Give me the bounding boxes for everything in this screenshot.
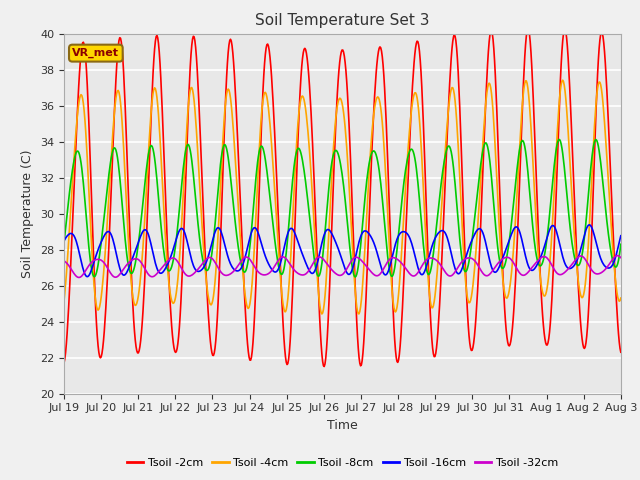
Line: Tsoil -4cm: Tsoil -4cm [64,80,621,314]
Tsoil -4cm [411,90,419,96]
Line: Tsoil -32cm: Tsoil -32cm [64,256,621,277]
Tsoil -4cm [184,108,192,114]
Tsoil -16cm [128,256,136,262]
Tsoil -8cm [184,142,192,147]
Tsoil -2cm [127,272,135,277]
Tsoil -4cm [214,245,221,251]
Tsoil -16cm [185,245,193,251]
Tsoil -2cm [321,364,328,370]
Line: Tsoil -16cm: Tsoil -16cm [64,225,621,276]
Tsoil -4cm [617,295,625,301]
Tsoil -2cm [184,116,192,121]
Tsoil -4cm [318,311,326,317]
Tsoil -8cm [617,241,625,247]
Tsoil -32cm [614,253,621,259]
Tsoil -2cm [70,184,78,190]
Tsoil -8cm [70,157,78,163]
Tsoil -8cm [411,155,419,161]
Tsoil -2cm [214,315,221,321]
Tsoil -32cm [75,275,83,280]
Tsoil -16cm [617,233,625,239]
Tsoil -32cm [428,255,435,261]
Tsoil -4cm [559,77,566,83]
Tsoil -16cm [70,233,78,239]
Tsoil -16cm [411,252,419,258]
Tsoil -2cm [411,51,419,57]
Tsoil -16cm [214,225,222,230]
Tsoil -16cm [60,238,68,244]
Tsoil -32cm [185,273,193,279]
Tsoil -4cm [70,155,78,161]
Tsoil -8cm [127,271,135,276]
Tsoil -4cm [127,281,135,287]
Tsoil -32cm [214,265,222,271]
Tsoil -2cm [60,360,68,366]
Tsoil -32cm [60,258,68,264]
Tsoil -8cm [214,195,221,201]
Text: VR_met: VR_met [72,48,119,58]
Line: Tsoil -8cm: Tsoil -8cm [64,140,621,277]
Tsoil -2cm [524,25,532,31]
X-axis label: Time: Time [327,419,358,432]
Tsoil -4cm [428,303,435,309]
Tsoil -2cm [617,349,625,355]
Tsoil -16cm [428,246,435,252]
Tsoil -8cm [351,274,359,280]
Line: Tsoil -2cm: Tsoil -2cm [64,28,621,367]
Tsoil -8cm [60,240,68,246]
Tsoil -8cm [555,137,563,143]
Tsoil -4cm [60,298,68,304]
Tsoil -2cm [428,325,435,331]
Tsoil -8cm [428,265,435,271]
Legend: Tsoil -2cm, Tsoil -4cm, Tsoil -8cm, Tsoil -16cm, Tsoil -32cm: Tsoil -2cm, Tsoil -4cm, Tsoil -8cm, Tsoi… [122,453,563,472]
Title: Soil Temperature Set 3: Soil Temperature Set 3 [255,13,429,28]
Y-axis label: Soil Temperature (C): Soil Temperature (C) [22,149,35,278]
Tsoil -16cm [83,274,91,279]
Tsoil -32cm [411,273,419,278]
Tsoil -32cm [617,255,625,261]
Tsoil -16cm [585,222,593,228]
Tsoil -32cm [128,257,136,263]
Tsoil -32cm [70,271,78,276]
